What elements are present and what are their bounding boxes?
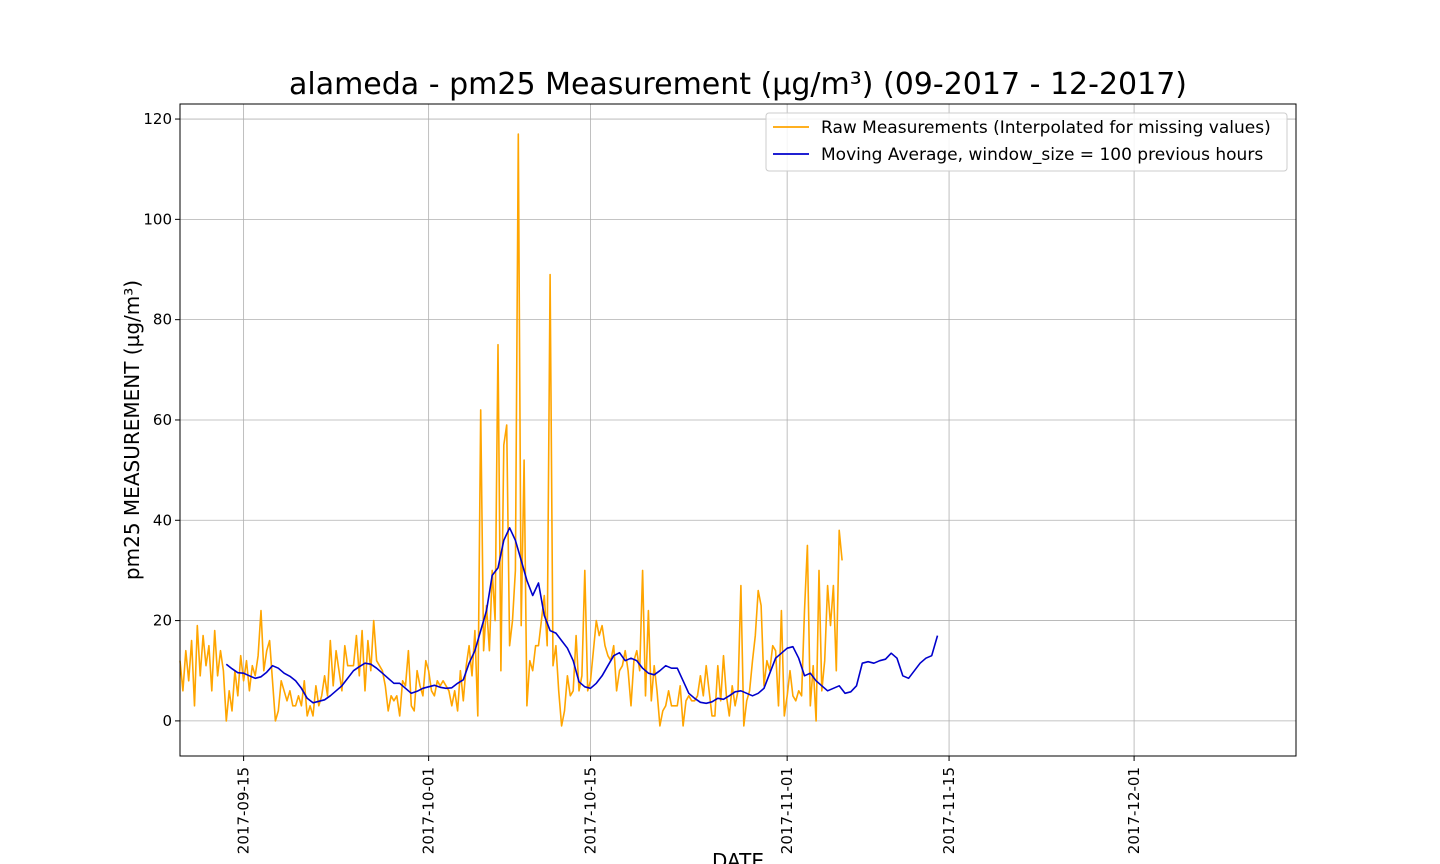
x-axis: 2017-09-15 2017-10-01 2017-10-15 2017-11-01… [235,756,1143,854]
series-line-1 [225,526,939,705]
grid-lines [180,104,1296,756]
series-layer [179,133,939,727]
y-tick-label: 100 [143,210,172,228]
x-tick-label: 2017-10-15 [582,767,600,854]
y-tick-label: 20 [153,612,172,630]
x-tick-label: 2017-11-15 [940,767,958,854]
y-tick-label: 60 [153,411,172,429]
legend: Raw Measurements (Interpolated for missi… [765,112,1288,172]
chart-title: alameda - pm25 Measurement (µg/m³) (09-2… [289,67,1187,102]
legend-box [765,112,1288,172]
series-line-0 [179,133,843,727]
plot-frame [179,103,1297,757]
y-axis: 0 20 40 60 80 100 120 [143,110,180,730]
legend-entry: Moving Average, window_size = 100 previo… [821,145,1263,165]
x-axis-label: DATE [712,849,764,864]
x-tick-label: 2017-10-01 [420,767,438,854]
legend-entry: Raw Measurements (Interpolated for missi… [821,118,1271,138]
y-tick-label: 80 [153,311,172,329]
y-tick-label: 120 [143,110,172,128]
y-tick-label: 0 [162,712,172,730]
x-tick-label: 2017-11-01 [778,767,796,854]
y-tick-label: 40 [153,511,172,529]
y-axis-label: pm25 MEASUREMENT (µg/m³) [120,280,144,580]
x-tick-label: 2017-12-01 [1125,767,1143,854]
x-tick-label: 2017-09-15 [235,767,253,854]
